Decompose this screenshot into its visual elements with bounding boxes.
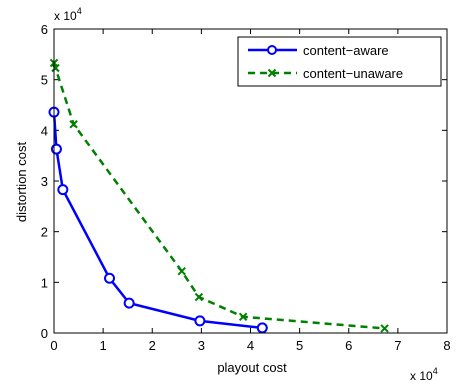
y-exponent-base: x 10 xyxy=(54,9,77,23)
x-exponent-label: x 104 xyxy=(410,366,438,383)
x-tick-label: 2 xyxy=(149,338,156,353)
y-axis-label: distortion cost xyxy=(14,142,29,223)
data-point-content-unaware xyxy=(69,120,78,129)
legend-label-content-unaware: content−unaware xyxy=(303,66,403,81)
y-tick-label: 3 xyxy=(41,174,48,189)
data-point-content-aware xyxy=(57,184,69,196)
x-tick-label: 6 xyxy=(345,338,352,353)
data-point-content-unaware xyxy=(238,312,248,321)
data-point-content-unaware xyxy=(177,266,186,276)
x-exponent-power: 4 xyxy=(433,366,438,376)
y-tick-label: 4 xyxy=(41,123,48,138)
legend: content−aware content−unaware xyxy=(237,36,442,87)
y-tick-label: 1 xyxy=(41,275,48,290)
data-point-content-unaware xyxy=(51,63,60,73)
legend-marker-content-unaware xyxy=(267,68,277,78)
x-tick-label: 5 xyxy=(296,338,303,353)
series-line-content-unaware xyxy=(52,62,385,330)
data-point-content-unaware xyxy=(194,292,204,302)
legend-marker-content-aware xyxy=(267,45,277,55)
x-tick-label: 8 xyxy=(443,338,450,353)
legend-label-content-aware: content−aware xyxy=(303,43,389,58)
data-point-content-aware xyxy=(194,315,206,327)
data-point-content-aware xyxy=(256,322,268,334)
data-point-content-aware xyxy=(104,272,116,284)
y-tick-label: 5 xyxy=(41,73,48,88)
plot-frame xyxy=(53,28,448,334)
x-axis-label: playout cost xyxy=(217,360,287,375)
y-tick-label: 2 xyxy=(41,225,48,240)
data-point-content-unaware xyxy=(380,324,389,333)
data-point-content-aware xyxy=(50,143,62,155)
data-point-content-aware xyxy=(123,297,135,309)
y-exponent-label: x 104 xyxy=(54,6,82,23)
x-tick-label: 0 xyxy=(50,338,57,353)
x-axis-ticks: 0 1 2 3 4 5 6 7 8 xyxy=(50,29,451,353)
x-tick-label: 1 xyxy=(100,338,107,353)
x-tick-label: 7 xyxy=(394,338,401,353)
plot-series xyxy=(48,58,389,334)
series-line-content-aware xyxy=(52,112,263,330)
x-tick-label: 3 xyxy=(198,338,205,353)
y-exponent-power: 4 xyxy=(77,6,82,16)
x-exponent-base: x 10 xyxy=(410,369,433,383)
y-tick-label: 0 xyxy=(41,326,48,341)
y-tick-label: 6 xyxy=(41,22,48,37)
x-tick-label: 4 xyxy=(247,338,254,353)
